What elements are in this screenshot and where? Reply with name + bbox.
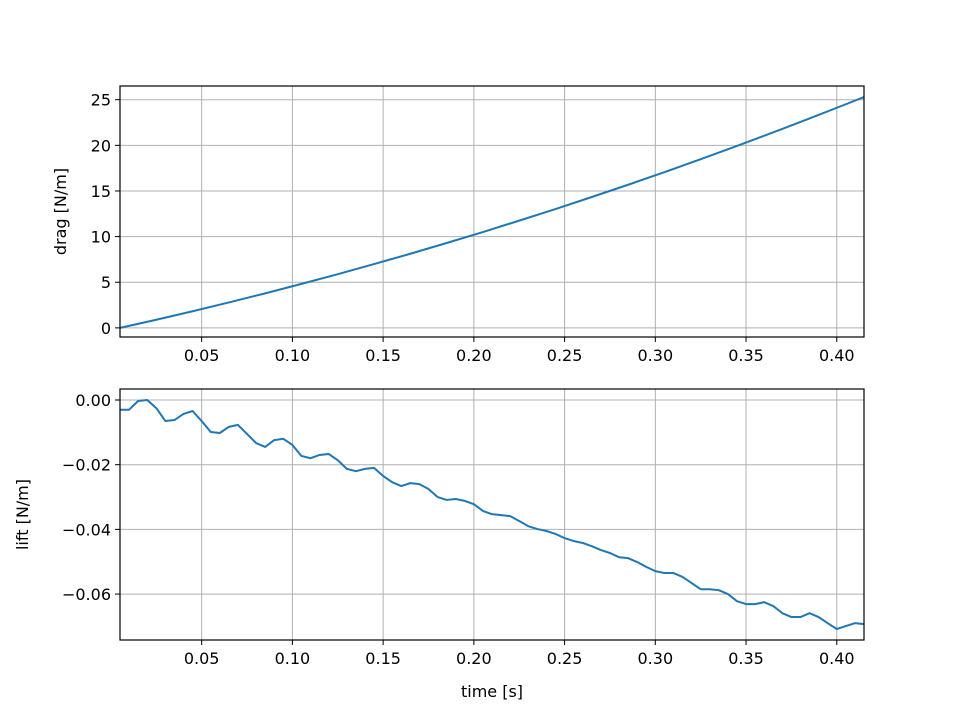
x-tick-label: 0.25 xyxy=(547,346,583,365)
y-tick-label: 25 xyxy=(91,91,111,110)
y-tick-label: 0 xyxy=(101,319,111,338)
x-tick-label: 0.40 xyxy=(819,346,855,365)
data-line xyxy=(120,399,865,630)
x-tick-label: 0.10 xyxy=(275,346,311,365)
x-tick-label: 0.30 xyxy=(638,346,674,365)
y-tick-label: 0.00 xyxy=(75,391,111,410)
axes-frame xyxy=(119,85,865,338)
axes-frame xyxy=(119,388,865,641)
y-tick-label: 20 xyxy=(91,136,111,155)
y-tick-label: 10 xyxy=(91,228,111,247)
x-tick-label: 0.15 xyxy=(365,346,401,365)
x-axis-label: time [s] xyxy=(461,682,523,701)
y-tick-label: −0.02 xyxy=(62,456,111,475)
x-tick-label: 0.35 xyxy=(728,649,764,668)
x-tick-label: 0.15 xyxy=(365,649,401,668)
x-tick-label: 0.10 xyxy=(275,649,311,668)
y-tick-label: −0.06 xyxy=(62,585,111,604)
data-line xyxy=(119,96,865,329)
x-tick-label: 0.30 xyxy=(638,649,674,668)
x-tick-label: 0.20 xyxy=(456,649,492,668)
x-tick-label: 0.20 xyxy=(456,346,492,365)
x-tick-label: 0.35 xyxy=(728,346,764,365)
y-tick-label: 15 xyxy=(91,182,111,201)
x-tick-label: 0.05 xyxy=(184,346,220,365)
x-tick-label: 0.25 xyxy=(547,649,583,668)
x-tick-label: 0.05 xyxy=(184,649,220,668)
x-tick-label: 0.40 xyxy=(819,649,855,668)
y-tick-label: 5 xyxy=(101,273,111,292)
y-axis-label: lift [N/m] xyxy=(13,479,32,550)
y-axis-label: drag [N/m] xyxy=(51,168,70,255)
y-tick-label: −0.04 xyxy=(62,520,111,539)
